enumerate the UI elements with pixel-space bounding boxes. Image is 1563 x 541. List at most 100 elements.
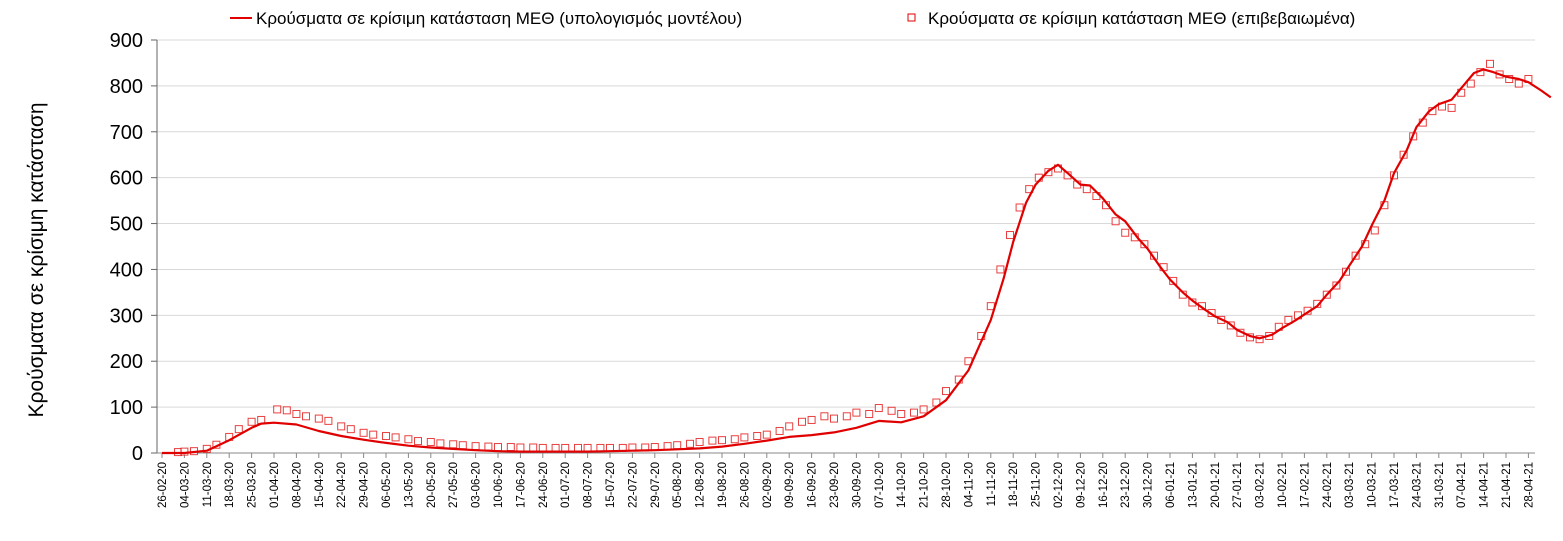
y-axis-label: Κρούσματα σε κρίσιμη κατάσταση (25, 102, 48, 417)
x-tick-label: 20-01-21 (1210, 462, 1222, 508)
legend-label-confirmed: Κρούσματα σε κρίσιμη κατάσταση ΜΕΘ (επιβ… (928, 9, 1355, 28)
observed-point (1015, 203, 1024, 212)
observed-point (1486, 59, 1494, 68)
x-tick-label: 25-11-20 (1031, 462, 1043, 507)
model-line-group (162, 68, 1552, 455)
y-ticks: 0 100 200 300 400 500 600 700 800 900 (110, 30, 157, 465)
observed-point (314, 414, 323, 423)
observed-point (426, 437, 435, 446)
observed-point (820, 412, 829, 421)
x-tick-label: 11-11-20 (986, 462, 998, 506)
observed-point (1447, 103, 1456, 112)
observed-point (807, 415, 816, 424)
observed-point (686, 439, 694, 448)
x-tick-label: 04-11-20 (963, 462, 975, 507)
observed-point (1121, 228, 1130, 237)
observed-point (484, 442, 493, 451)
x-tick-label: 23-09-20 (829, 462, 841, 508)
x-tick-label: 01-07-20 (560, 462, 572, 508)
observed-point (762, 430, 771, 439)
observed-point (369, 430, 378, 439)
observed-point (414, 437, 422, 446)
observed-point (561, 443, 570, 452)
legend: Κρούσματα σε κρίσιμη κατάσταση ΜΕΘ (υπολ… (230, 9, 1355, 28)
x-tick-label: 27-01-21 (1232, 462, 1244, 508)
x-tick-label: 09-12-20 (1075, 462, 1087, 508)
observed-point (785, 422, 794, 431)
x-tick-label: 26-02-20 (157, 462, 169, 508)
x-tick-label: 15-07-20 (605, 462, 617, 508)
y-tick-label: 900 (110, 30, 143, 52)
observed-point (391, 433, 400, 442)
observed-point (842, 412, 851, 421)
x-tick-label: 03-06-20 (471, 462, 483, 508)
observed-point (996, 265, 1005, 274)
observed-point (740, 433, 749, 442)
x-tick-label: 21-04-21 (1501, 462, 1513, 508)
x-tick-label: 21-10-20 (919, 462, 931, 508)
x-tick-label: 16-09-20 (807, 462, 819, 508)
x-tick-label: 24-03-21 (1411, 462, 1423, 508)
x-tick-label: 31-03-21 (1434, 462, 1446, 508)
x-tick-label: 18-03-20 (224, 462, 236, 508)
y-tick-label: 300 (110, 305, 143, 327)
x-tick-label: 17-06-20 (515, 462, 527, 508)
x-tick-label: 28-04-21 (1523, 462, 1535, 508)
observed-point (449, 440, 458, 449)
observed-point (1006, 231, 1014, 240)
y-tick-label: 600 (110, 168, 143, 190)
x-ticks: 26-02-20 04-03-20 11-03-20 18-03-20 25-03-20… (157, 453, 1535, 508)
observed-point (574, 443, 582, 452)
observed-markers (174, 59, 1533, 457)
x-tick-label: 03-03-21 (1344, 462, 1356, 508)
observed-point (234, 425, 243, 434)
x-tick-label: 04-03-20 (179, 462, 191, 508)
x-tick-label: 22-04-20 (336, 462, 348, 508)
observed-point (1082, 185, 1091, 194)
observed-point (830, 414, 838, 423)
observed-point (673, 441, 682, 450)
x-tick-label: 19-08-20 (717, 462, 729, 508)
x-tick-label: 14-04-21 (1479, 462, 1491, 508)
x-tick-label: 24-06-20 (538, 462, 550, 508)
observed-point (538, 443, 547, 452)
x-tick-label: 17-03-21 (1389, 462, 1401, 508)
axes (156, 40, 1535, 454)
x-tick-label: 24-02-21 (1322, 462, 1334, 508)
y-tick-label: 100 (110, 397, 143, 419)
x-tick-label: 26-08-20 (739, 462, 751, 508)
observed-point (282, 406, 291, 415)
observed-point (529, 443, 538, 452)
observed-point (718, 436, 726, 445)
x-tick-label: 22-07-20 (627, 462, 639, 508)
observed-point (798, 417, 806, 426)
observed-point (1466, 79, 1475, 88)
observed-point (302, 412, 310, 421)
x-tick-label: 13-01-21 (1187, 462, 1199, 508)
observed-point (1370, 226, 1379, 235)
x-tick-label: 07-10-20 (874, 462, 886, 508)
observed-point (910, 408, 918, 417)
observed-point (942, 387, 950, 396)
x-tick-label: 23-12-20 (1120, 462, 1132, 508)
y-tick-label: 200 (110, 351, 143, 373)
x-tick-label: 16-12-20 (1098, 462, 1110, 508)
observed-point (506, 443, 515, 452)
x-tick-label: 05-08-20 (672, 462, 684, 508)
x-tick-label: 11-03-20 (202, 462, 214, 507)
gridlines (157, 39, 1535, 408)
x-tick-label: 30-09-20 (851, 462, 863, 508)
observed-point (471, 442, 480, 451)
observed-point (494, 443, 502, 452)
observed-point (292, 409, 301, 418)
x-tick-label: 15-04-20 (314, 462, 326, 508)
legend-marker-swatch (907, 13, 916, 22)
x-tick-label: 12-08-20 (695, 462, 707, 508)
observed-point (273, 405, 282, 414)
x-tick-label: 08-04-20 (291, 462, 303, 508)
observed-point (852, 408, 861, 417)
y-tick-label: 800 (110, 76, 143, 98)
observed-point (1111, 217, 1120, 226)
x-tick-label: 13-05-20 (403, 462, 415, 508)
